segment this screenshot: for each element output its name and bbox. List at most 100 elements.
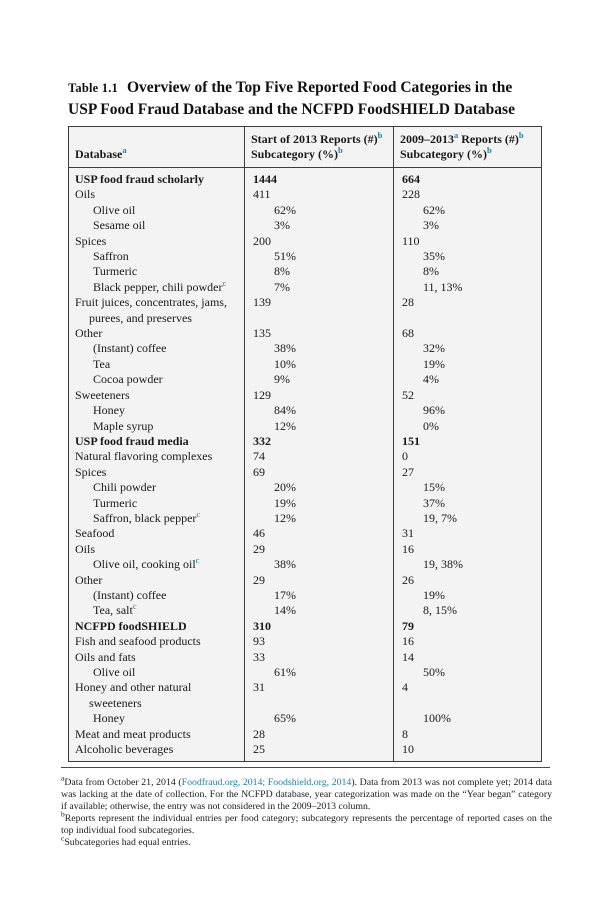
value-start-2013: 332 <box>244 433 394 450</box>
row-label-text: Other <box>75 572 103 587</box>
value-start-2013: 139 <box>244 295 394 327</box>
category-cell: Oils <box>69 542 245 557</box>
category-cell: Meat and meat products <box>69 727 245 742</box>
value-2009-2013: 96% <box>393 403 542 419</box>
table-row: Oils and fats 33 14 <box>69 649 542 665</box>
value-2009-2013: 0 <box>393 449 542 465</box>
table-row: Fruit juices, concentrates, jams, purees… <box>69 295 542 327</box>
footnote: bReports represent the individual entrie… <box>61 809 552 837</box>
row-label-text: Turmeric <box>93 264 138 279</box>
table-row: Olive oil, cooking oilc 38% 19, 38% <box>69 555 542 573</box>
value-start-2013: 31 <box>244 680 394 712</box>
value-2009-2013: 28 <box>393 295 542 327</box>
category-cell: Olive oil <box>69 665 245 680</box>
value-start-2013: 74 <box>244 449 394 465</box>
category-label: Other <box>75 573 241 588</box>
header-cell: Start of 2013 Reports (#)b Subcategory (%… <box>244 126 394 168</box>
table-row: (Instant) coffee 38% 32% <box>69 341 542 357</box>
table-row: Turmeric 8% 8% <box>69 264 542 280</box>
category-label: Honey and other natural sweeteners <box>75 680 241 711</box>
footnote-marker: b <box>61 809 65 819</box>
value-start-2013: 51% <box>244 249 394 265</box>
table-row: Olive oil 61% 50% <box>69 665 542 681</box>
subcategory-label: Honey <box>75 711 241 726</box>
category-cell: Other <box>69 573 245 588</box>
subcategory-label: Chili powder <box>75 480 241 495</box>
row-label-text: Other <box>75 326 103 341</box>
row-label-text: Black pepper, chili powder <box>93 279 223 294</box>
value-start-2013: 38% <box>244 341 394 357</box>
category-cell: Turmeric <box>69 496 245 511</box>
footnote-marker: b <box>377 130 383 140</box>
category-label: Natural flavoring complexes <box>75 449 241 464</box>
row-label-text: Olive oil, cooking oil <box>93 557 196 572</box>
value-2009-2013: 31 <box>393 526 542 542</box>
footnote-text: Reports represent the individual entries… <box>61 813 552 837</box>
value-start-2013: 14% <box>244 603 394 619</box>
table-row: Honey 84% 96% <box>69 403 542 419</box>
value-start-2013: 46 <box>244 526 394 542</box>
footnote-marker: c <box>61 833 65 843</box>
table-row: Spices 69 27 <box>69 464 542 481</box>
category-cell: Honey <box>69 711 245 726</box>
footnotes: aData from October 21, 2014 (Foodfraud.o… <box>61 775 552 848</box>
footnote-link[interactable]: Foodfraud.org, 2014; Foodshield.org, 201… <box>181 777 352 789</box>
table-row: Chili powder 20% 15% <box>69 480 542 496</box>
table-header: Databasea Start of 2013 Reports (#)b Subca… <box>68 126 542 168</box>
category-cell: Natural flavoring complexes <box>69 449 245 464</box>
category-cell: Oils and fats <box>69 650 245 665</box>
value-2009-2013: 32% <box>393 341 542 357</box>
value-start-2013: 7% <box>244 279 394 296</box>
value-2009-2013: 4 <box>393 680 542 712</box>
table-row: Oils 411 228 <box>69 187 542 203</box>
category-cell: Honey <box>69 403 245 418</box>
value-2009-2013: 8% <box>393 264 542 280</box>
category-cell: Sweeteners <box>69 388 245 403</box>
value-start-2013: 93 <box>244 634 394 650</box>
header-label: Subcategory (%) <box>251 146 338 161</box>
value-2009-2013: 62% <box>393 202 542 219</box>
value-2009-2013: 664 <box>393 167 542 188</box>
value-start-2013: 29 <box>244 541 394 558</box>
row-label-text: Tea, salt <box>93 603 133 618</box>
row-label-text: Honey and other natural sweeteners <box>75 680 192 710</box>
header-label: Subcategory (%) <box>400 146 487 161</box>
value-start-2013: 28 <box>244 726 394 743</box>
subcategory-label: Tea <box>75 357 241 372</box>
value-2009-2013: 19% <box>393 356 542 373</box>
value-start-2013: 135 <box>244 326 394 342</box>
value-start-2013: 10% <box>244 356 394 373</box>
value-start-2013: 310 <box>244 618 394 635</box>
category-cell: Black pepper, chili powderc <box>69 279 245 295</box>
subcategory-label: Olive oil, cooking oilc <box>75 555 241 572</box>
value-2009-2013: 4% <box>393 372 542 388</box>
category-cell: Fish and seafood products <box>69 634 245 649</box>
table-row: Tea 10% 19% <box>69 356 542 373</box>
category-cell: Seafood <box>69 526 245 541</box>
footnote-marker: b <box>518 130 524 140</box>
subcategory-label: Honey <box>75 403 241 418</box>
row-label-text: Oils <box>75 187 96 202</box>
row-label-text: USP food fraud scholarly <box>75 172 205 186</box>
value-start-2013: 8% <box>244 264 394 280</box>
footnote-marker: c <box>195 555 200 566</box>
category-cell: USP food fraud scholarly <box>69 168 245 188</box>
subcategory-label: Turmeric <box>75 496 241 511</box>
value-start-2013: 20% <box>244 480 394 496</box>
value-2009-2013: 110 <box>393 233 542 250</box>
category-label: Oils <box>75 187 241 202</box>
value-2009-2013: 19, 38% <box>393 557 542 573</box>
row-label-text: Spices <box>75 233 107 248</box>
row-label-text: Alcoholic beverages <box>75 742 174 757</box>
table-row: Honey and other natural sweeteners 31 4 <box>69 680 542 712</box>
row-label-text: Maple syrup <box>93 418 154 433</box>
table-row: Maple syrup 12% 0% <box>69 418 542 434</box>
row-label-text: Olive oil <box>93 665 136 679</box>
category-cell: Honey and other natural sweeteners <box>69 680 245 711</box>
subcategory-label: Olive oil <box>75 203 241 218</box>
category-cell: Other <box>69 326 245 341</box>
table-row: Oils 29 16 <box>69 541 542 558</box>
table-row: Honey 65% 100% <box>69 711 542 727</box>
category-label: NCFPD foodSHIELD <box>75 619 241 634</box>
